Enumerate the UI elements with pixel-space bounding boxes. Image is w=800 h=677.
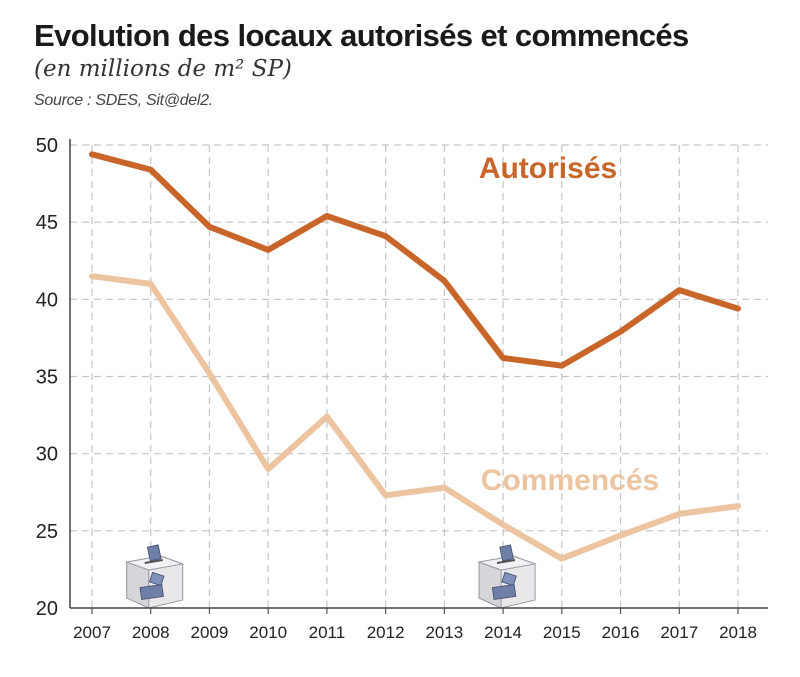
ballot-paper — [148, 571, 165, 587]
y-tick-label: 35 — [36, 367, 58, 389]
y-tick-label: 40 — [36, 289, 58, 311]
axes — [69, 139, 768, 609]
x-tick-label: 2015 — [543, 623, 581, 642]
x-tick-label: 2014 — [484, 623, 522, 642]
ballot-box-icon — [124, 544, 185, 609]
x-tick-label: 2011 — [309, 623, 346, 642]
ballot-box-icon — [477, 544, 538, 609]
x-tick-label: 2012 — [367, 623, 405, 642]
ballot-paper — [139, 584, 164, 600]
chart-source: Source : SDES, Sit@del2. — [34, 92, 213, 109]
y-tick-label: 30 — [36, 444, 58, 466]
x-tick-label: 2010 — [249, 623, 287, 642]
ballot-paper — [491, 584, 517, 600]
x-tick-label: 2007 — [73, 623, 111, 642]
y-tick-label: 45 — [36, 212, 58, 234]
y-tick-label: 50 — [36, 135, 58, 157]
series-labels: Autorisés Commencés — [479, 152, 659, 497]
chart-title: Evolution des locaux autorisés et commen… — [34, 18, 689, 53]
series-label-autorisés: Autorisés — [479, 152, 617, 185]
y-axis-ticks: 20 25 30 35 40 45 50 — [36, 135, 58, 620]
series-line-commencés — [89, 273, 741, 562]
x-tick-label: 2008 — [132, 623, 170, 642]
election-markers — [124, 544, 538, 609]
x-tick-label: 2017 — [660, 623, 698, 642]
ballot-slot — [144, 559, 163, 564]
y-tick-label: 25 — [36, 521, 58, 543]
x-tick-label: 2013 — [425, 623, 463, 642]
x-tick-label: 2009 — [191, 623, 229, 642]
ballot-paper — [499, 544, 514, 562]
x-tick-label: 2016 — [602, 623, 640, 642]
ballot-paper — [146, 544, 162, 562]
series-line-autorisés — [89, 151, 741, 369]
x-axis-ticks: 2007 2008 2009 2010 2011 2012 2013 2014 2015 2016… — [73, 608, 757, 642]
grid-lines — [70, 144, 768, 608]
ballot-paper — [501, 571, 517, 587]
chart-subtitle: (en millions de m² SP) — [34, 56, 292, 82]
series-label-commencés: Commencés — [481, 464, 659, 497]
y-tick-label: 20 — [36, 598, 58, 620]
series-lines — [89, 151, 741, 562]
ballot-slot — [496, 559, 516, 564]
x-tick-label: 2018 — [719, 623, 757, 642]
